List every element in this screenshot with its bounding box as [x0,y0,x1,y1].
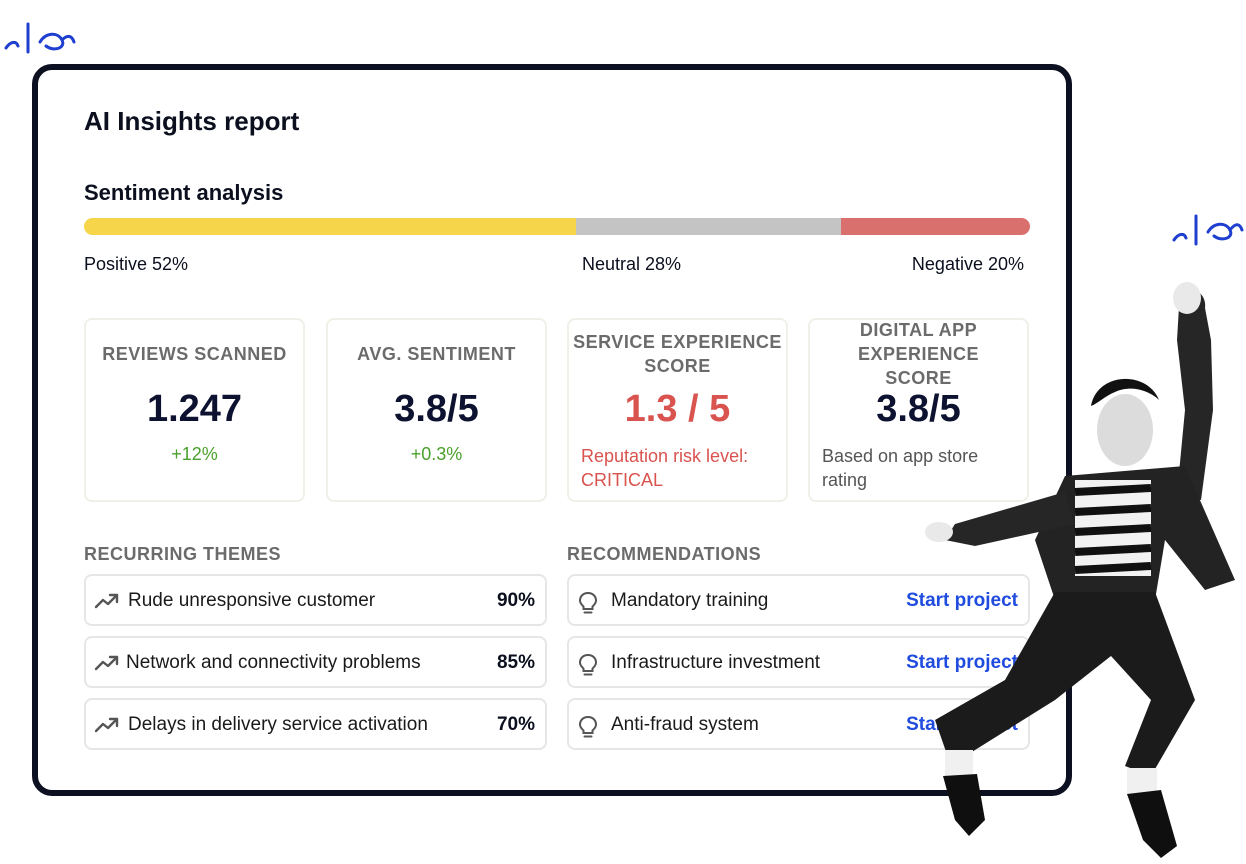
theme-percent: 70% [496,714,535,735]
lightbulb-icon [578,591,598,614]
metric-card-service-experience: SERVICE EXPERIENCE SCORE 1.3 / 5 Reputat… [567,318,788,502]
sentiment-label-negative: Negative 20% [911,254,1024,274]
handwritten-scribble-right [1172,214,1244,246]
reputation-risk-note: Reputation risk level: CRITICAL [581,446,749,490]
trending-up-icon [94,655,119,671]
start-project-link[interactable]: Start project [906,652,1018,673]
recommendations-heading: RECOMMENDATIONS [567,544,762,564]
theme-percent: 85% [496,652,535,673]
metric-label: DIGITAL APP EXPERIENCE SCORE [857,320,980,388]
recommendation-text: Anti-fraud system [611,714,759,735]
recommendation-row: Infrastructure investment Start project [567,636,1030,688]
metric-value: 3.8/5 [394,388,479,430]
metric-value-critical: 1.3 / 5 [624,388,731,430]
theme-percent: 90% [496,590,535,611]
lightbulb-icon [578,653,598,676]
recurring-themes-heading: RECURRING THEMES [84,544,282,564]
theme-text: Delays in delivery service activation [128,714,428,735]
metric-value: 1.247 [146,388,243,430]
theme-row: Network and connectivity problems 85% [84,636,547,688]
sentiment-segment-neutral [575,218,841,235]
metric-label: SERVICE EXPERIENCE SCORE [573,332,782,376]
trending-up-icon [94,593,119,609]
sentiment-segment-negative [840,218,1030,235]
recommendation-row: Mandatory training Start project [567,574,1030,626]
theme-row: Rude unresponsive customer 90% [84,574,547,626]
insights-report-card: AI Insights report Sentiment analysis Po… [32,64,1072,796]
recommendation-text: Infrastructure investment [611,652,821,673]
metric-card-avg-sentiment: AVG. SENTIMENT 3.8/5 +0.3% [326,318,547,502]
dancing-performer-image [925,282,1235,858]
start-project-link[interactable]: Start project [906,590,1018,611]
metric-card-digital-app-experience: DIGITAL APP EXPERIENCE SCORE 3.8/5 Based… [808,318,1029,502]
sentiment-bar [84,218,1030,235]
metric-label: REVIEWS SCANNED [102,344,287,364]
metric-card-reviews-scanned: REVIEWS SCANNED 1.247 +12% [84,318,305,502]
metric-value: 3.8/5 [876,388,961,430]
recommendation-text: Mandatory training [611,590,769,611]
sentiment-label-positive: Positive 52% [84,254,189,274]
lightbulb-icon [578,715,598,738]
app-store-note: Based on app store rating [822,446,979,490]
metric-change: +0.3% [410,444,463,464]
metric-label: AVG. SENTIMENT [357,344,516,364]
sentiment-label-neutral: Neutral 28% [582,254,682,274]
metric-change: +12% [171,444,218,464]
trending-up-icon [94,717,119,733]
theme-text: Rude unresponsive customer [128,590,376,611]
report-title: AI Insights report [84,106,300,136]
sentiment-section-title: Sentiment analysis [84,180,284,205]
handwritten-scribble-top-left [4,22,76,54]
theme-row: Delays in delivery service activation 70… [84,698,547,750]
theme-text: Network and connectivity problems [126,652,421,673]
sentiment-segment-positive [84,218,576,235]
